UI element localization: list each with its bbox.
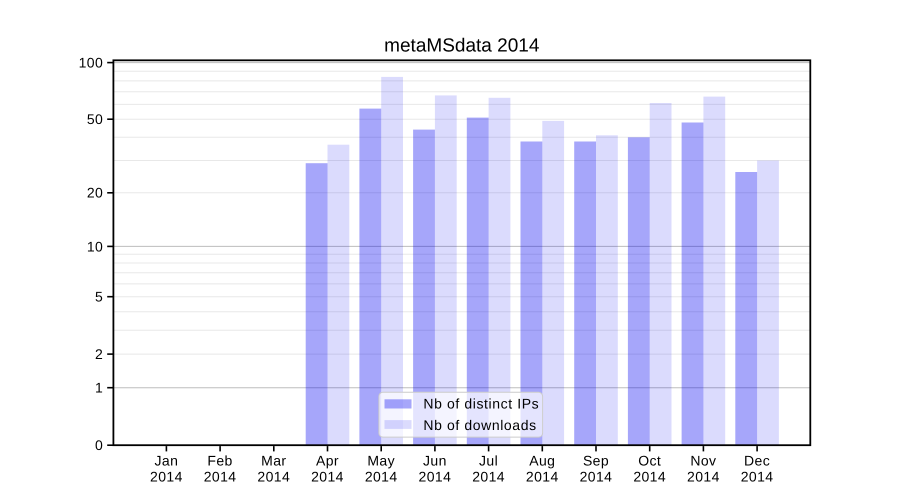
- svg-text:2: 2: [95, 346, 103, 362]
- svg-text:0: 0: [95, 437, 103, 453]
- svg-text:Sep: Sep: [583, 453, 609, 469]
- svg-text:2014: 2014: [150, 469, 183, 485]
- svg-text:2014: 2014: [633, 469, 666, 485]
- svg-text:May: May: [367, 453, 395, 469]
- svg-text:2014: 2014: [580, 469, 613, 485]
- svg-text:Apr: Apr: [316, 453, 339, 469]
- svg-text:2014: 2014: [257, 469, 290, 485]
- svg-text:Jun: Jun: [423, 453, 447, 469]
- svg-text:Jul: Jul: [479, 453, 498, 469]
- svg-text:Nov: Nov: [690, 453, 716, 469]
- svg-text:1: 1: [95, 380, 103, 396]
- svg-text:metaMSdata 2014: metaMSdata 2014: [384, 36, 540, 57]
- svg-text:2014: 2014: [741, 469, 774, 485]
- svg-text:Jan: Jan: [155, 453, 179, 469]
- svg-text:2014: 2014: [311, 469, 344, 485]
- svg-text:100: 100: [79, 55, 104, 71]
- svg-text:10: 10: [87, 238, 103, 254]
- svg-text:2014: 2014: [365, 469, 398, 485]
- svg-text:5: 5: [95, 289, 103, 305]
- svg-text:2014: 2014: [204, 469, 237, 485]
- svg-text:Mar: Mar: [261, 453, 286, 469]
- svg-text:2014: 2014: [419, 469, 452, 485]
- svg-text:Oct: Oct: [638, 453, 661, 469]
- svg-text:Feb: Feb: [207, 453, 232, 469]
- svg-text:Nb of distinct IPs: Nb of distinct IPs: [423, 396, 539, 412]
- svg-text:Nb of downloads: Nb of downloads: [423, 417, 536, 433]
- svg-text:Dec: Dec: [744, 453, 770, 469]
- svg-text:2014: 2014: [687, 469, 720, 485]
- svg-text:50: 50: [87, 111, 103, 127]
- svg-text:20: 20: [87, 185, 103, 201]
- svg-text:2014: 2014: [526, 469, 559, 485]
- svg-text:Aug: Aug: [529, 453, 555, 469]
- svg-text:2014: 2014: [472, 469, 505, 485]
